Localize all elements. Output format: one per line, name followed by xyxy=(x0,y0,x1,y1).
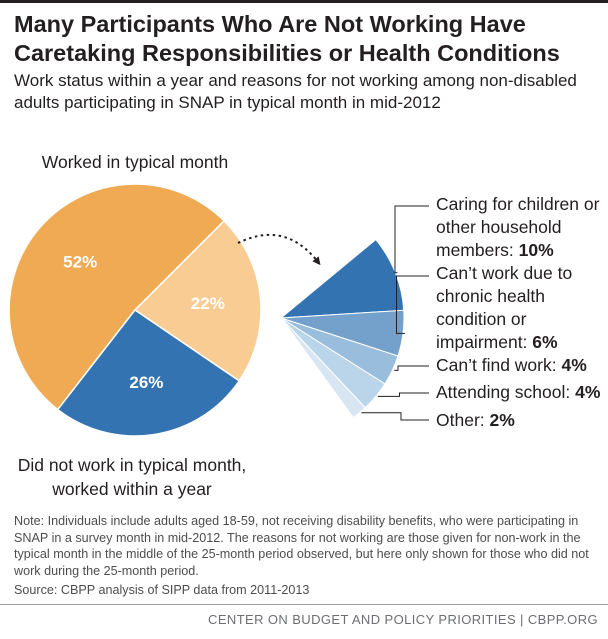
chart-title: Many Participants Who Are Not Working Ha… xyxy=(14,11,560,66)
main-pie-labels: Worked in typical month Did not work in … xyxy=(18,152,247,499)
reason-labels: Caring for children or other household mem… xyxy=(436,194,601,430)
slice-did-not-work-year-value: 26% xyxy=(129,373,163,392)
slice-cant-find-work-leader xyxy=(394,365,429,371)
slice-did-not-work-year xyxy=(56,308,241,437)
slice-not-worked xyxy=(133,219,262,382)
reasons-fan-chart xyxy=(279,238,405,419)
footer-rule xyxy=(0,604,608,605)
label-not-worked-line2: worked within a year xyxy=(51,479,212,499)
slice-worked-value: 52% xyxy=(63,253,97,272)
slice-school-leader xyxy=(377,392,429,397)
main-pie: 52% 22% 26% xyxy=(8,183,262,437)
note-text: Note: Individuals include adults aged 18… xyxy=(14,514,589,578)
slice-other-label: Other: 2% xyxy=(436,410,515,430)
label-not-worked-line1: Did not work in typical month, xyxy=(18,455,247,475)
label-worked: Worked in typical month xyxy=(42,152,228,172)
slice-other-value: 2% xyxy=(490,410,516,430)
reason-leader-lines xyxy=(361,205,429,421)
top-rule xyxy=(0,0,608,3)
footer-credit: CENTER ON BUDGET AND POLICY PRIORITIES |… xyxy=(208,612,598,627)
chart-subtitle: Work status within a year and reasons fo… xyxy=(14,71,577,112)
slice-health-label-line: condition or xyxy=(436,309,527,329)
slice-school-value: 4% xyxy=(575,382,601,402)
slice-cant-find-work-label: Can’t find work: 4% xyxy=(436,355,587,375)
slice-caring-value: 10% xyxy=(519,240,554,260)
slice-caring-label-line: Caring for children or xyxy=(436,194,600,214)
slice-cant-find-work-value: 4% xyxy=(561,355,587,375)
source-text: Source: CBPP analysis of SIPP data from … xyxy=(14,583,310,597)
slice-not-worked-value: 22% xyxy=(191,294,225,313)
slice-other-leader xyxy=(361,412,429,421)
slice-health-label: impairment: 6% xyxy=(436,332,558,352)
slice-health-value: 6% xyxy=(532,332,558,352)
slice-worked xyxy=(8,183,226,411)
slice-health-label-line: Can’t work due to xyxy=(436,263,572,283)
slice-caring xyxy=(279,238,405,319)
slice-health-leader xyxy=(396,275,429,334)
connector-arrow xyxy=(237,234,321,266)
slice-school-label: Attending school: 4% xyxy=(436,382,601,402)
slice-other xyxy=(280,317,366,419)
chart-canvas: 52% 22% 26% Worked in typical month Did no… xyxy=(8,152,601,499)
slice-health-label-line: chronic health xyxy=(436,286,545,306)
slice-caring-label-line: other household xyxy=(436,217,562,237)
slice-caring-label: members: 10% xyxy=(436,240,554,260)
slice-caring-leader xyxy=(394,205,429,274)
